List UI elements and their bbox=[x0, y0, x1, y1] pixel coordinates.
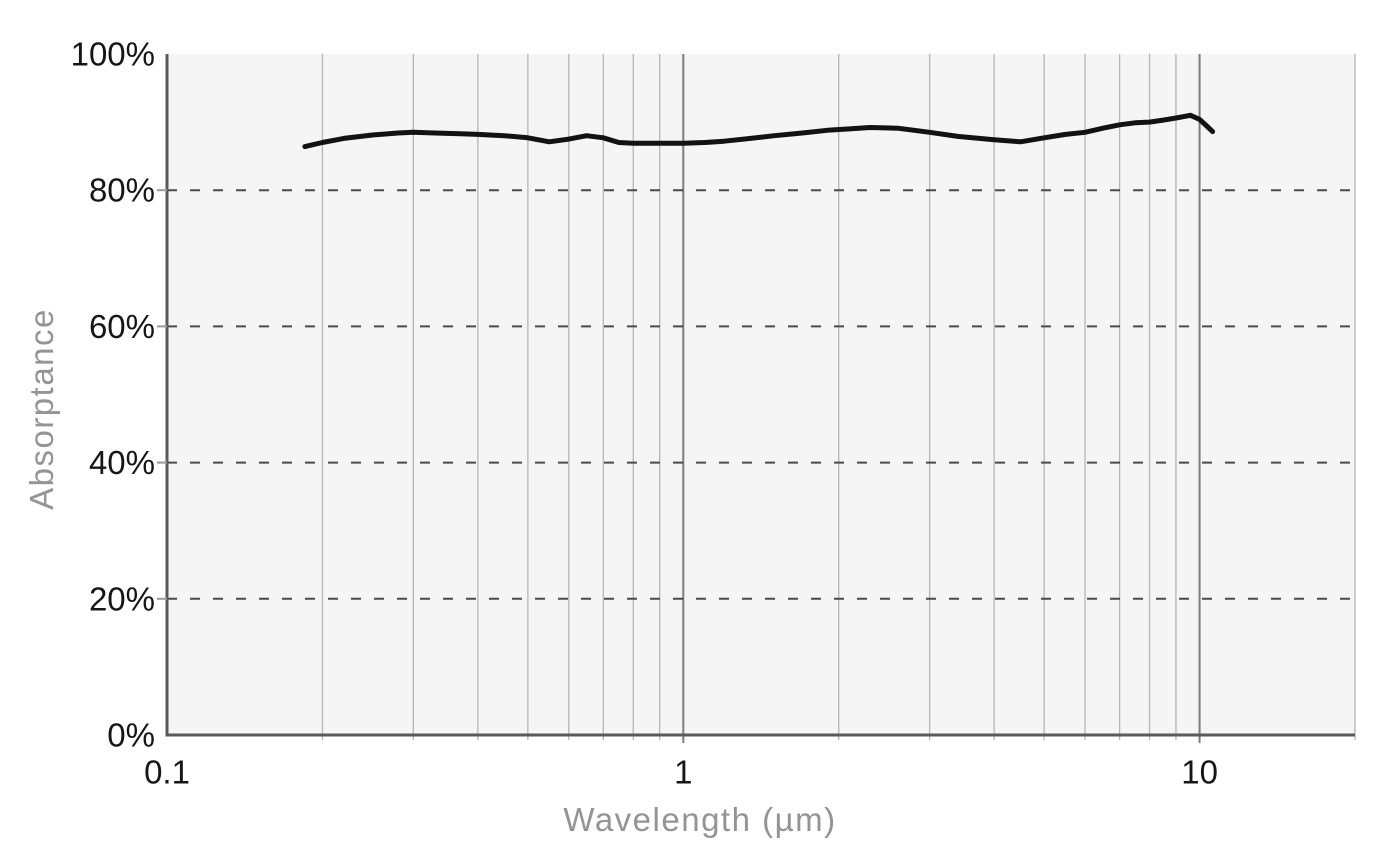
y-tick-label: 80% bbox=[89, 172, 155, 209]
y-tick-label: 40% bbox=[89, 444, 155, 481]
x-tick-label: 1 bbox=[674, 754, 692, 791]
y-axis-title: Absorptance bbox=[23, 308, 60, 510]
x-axis-title: Wavelength (µm) bbox=[563, 801, 837, 838]
plot-area bbox=[167, 54, 1355, 735]
y-tick-label: 0% bbox=[107, 717, 155, 754]
y-tick-label: 60% bbox=[89, 308, 155, 345]
y-tick-label: 20% bbox=[89, 580, 155, 617]
absorptance-line bbox=[302, 112, 1216, 150]
y-tick-label: 100% bbox=[71, 36, 155, 73]
x-tick-label: 0.1 bbox=[144, 754, 190, 791]
x-tick-label: 10 bbox=[1181, 754, 1218, 791]
